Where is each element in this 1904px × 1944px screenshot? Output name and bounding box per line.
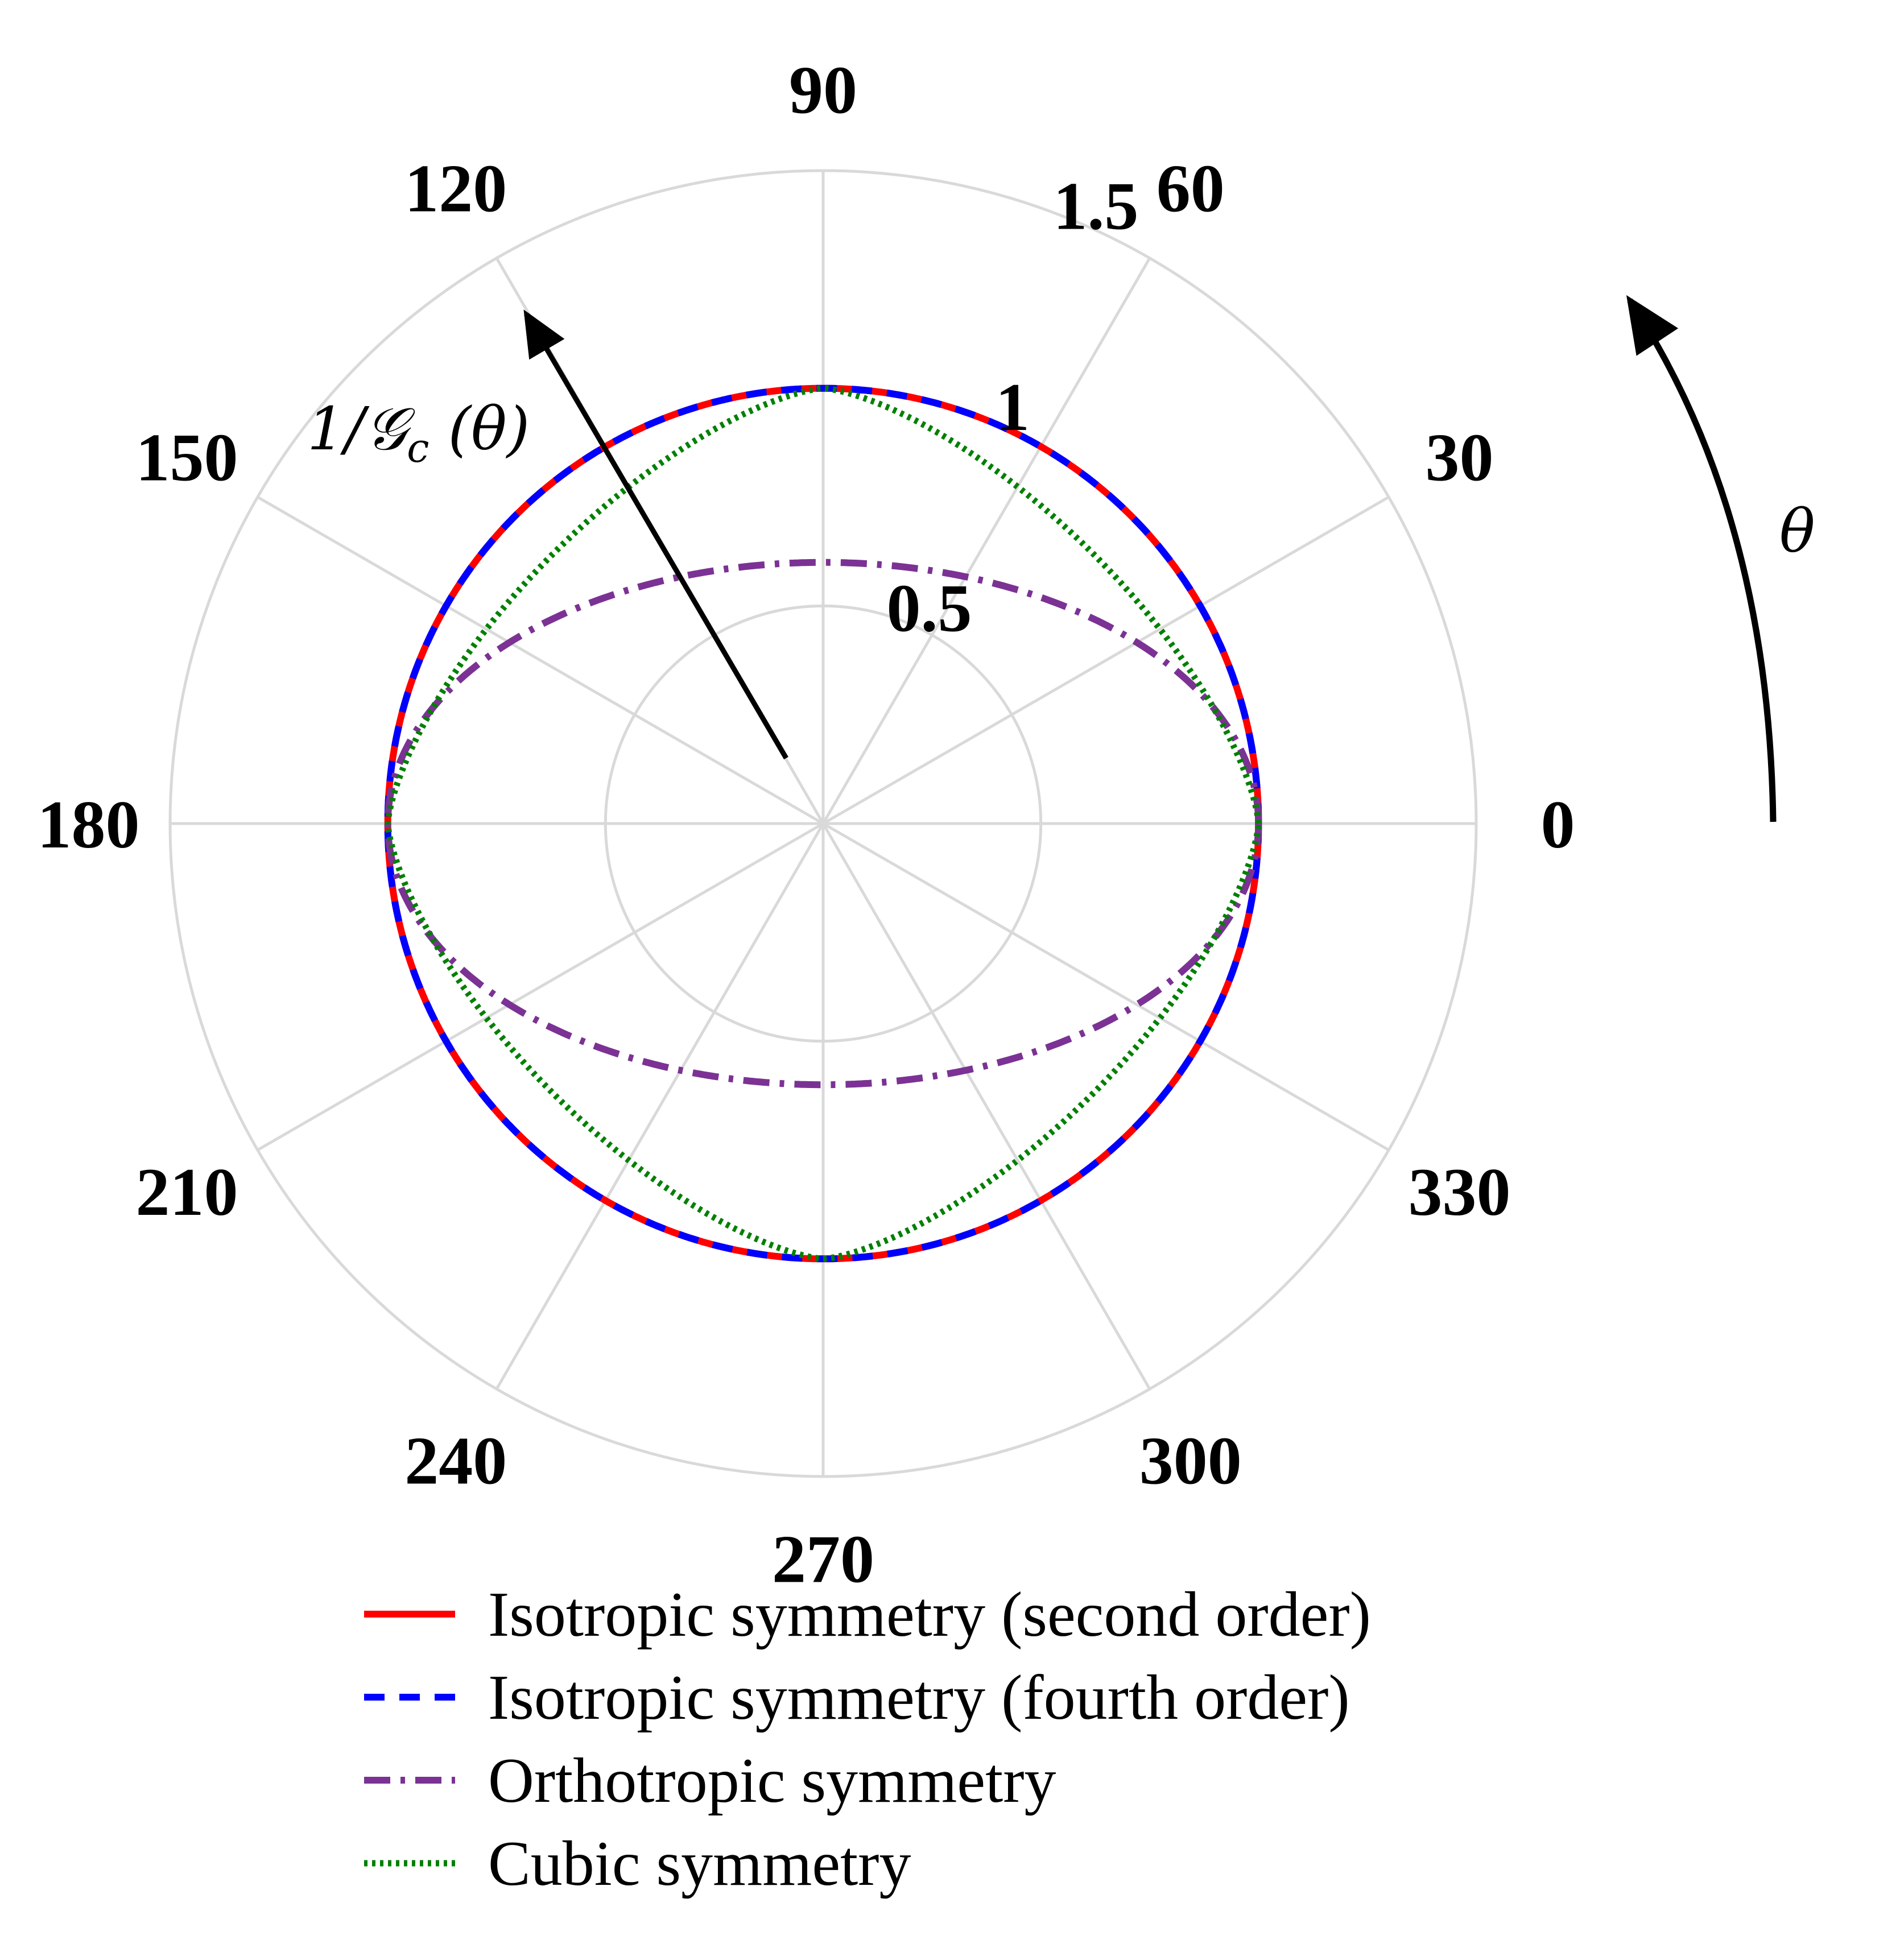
angular-tick-label-0: 0: [1541, 787, 1575, 862]
angular-tick-label-4: 120: [404, 151, 507, 226]
series-line-3: [385, 385, 1262, 1262]
legend-label-3: Cubic symmetry: [488, 1829, 911, 1899]
angular-gridline-11: [822, 822, 1390, 1152]
radial-arrow: [523, 309, 788, 760]
angular-tick-label-9: 270: [772, 1521, 874, 1597]
legend: Isotropic symmetry (second order) Isotrop…: [364, 1579, 1371, 1899]
angular-tick-label-10: 300: [1139, 1422, 1242, 1498]
angle-arrow-label: θ: [1779, 497, 1815, 566]
radial-tick-label-0: 0.5: [886, 570, 972, 646]
series-line-2: [384, 559, 1262, 1089]
legend-label-0: Isotropic symmetry (second order): [488, 1579, 1371, 1650]
polar-grid: [168, 169, 1478, 1478]
radial-arrow-label: 1/𝒢c (θ): [307, 394, 530, 471]
angular-tick-label-1: 30: [1425, 419, 1493, 495]
angular-tick-label-6: 180: [38, 787, 140, 862]
angular-tick-label-11: 330: [1408, 1154, 1510, 1230]
tick-labels: 0 30 60 90 120 150 180 210 240 270 300 330 0.5 1 1.5: [38, 52, 1575, 1597]
angular-gridline-7: [257, 822, 824, 1152]
legend-label-1: Isotropic symmetry (fourth order): [488, 1662, 1350, 1733]
angular-gridline-5: [257, 495, 824, 825]
angular-tick-label-8: 240: [404, 1422, 507, 1498]
angular-gridline-1: [822, 495, 1390, 825]
angular-tick-label-5: 150: [136, 419, 238, 495]
radial-tick-label-2: 1.5: [1053, 168, 1138, 243]
angular-gridline-10: [821, 822, 1151, 1390]
data-curves: [384, 384, 1262, 1263]
radial-tick-label-1: 1: [996, 369, 1030, 445]
angle-arrow: [1626, 295, 1777, 822]
angular-gridline-2: [821, 257, 1151, 825]
angular-gridline-8: [495, 822, 825, 1390]
angular-tick-label-7: 210: [136, 1154, 238, 1230]
angular-tick-label-3: 90: [789, 52, 857, 128]
angular-tick-label-2: 60: [1157, 151, 1225, 226]
legend-label-2: Orthotropic symmetry: [488, 1746, 1056, 1816]
annotations: 1/𝒢c (θ) θ: [307, 295, 1815, 822]
